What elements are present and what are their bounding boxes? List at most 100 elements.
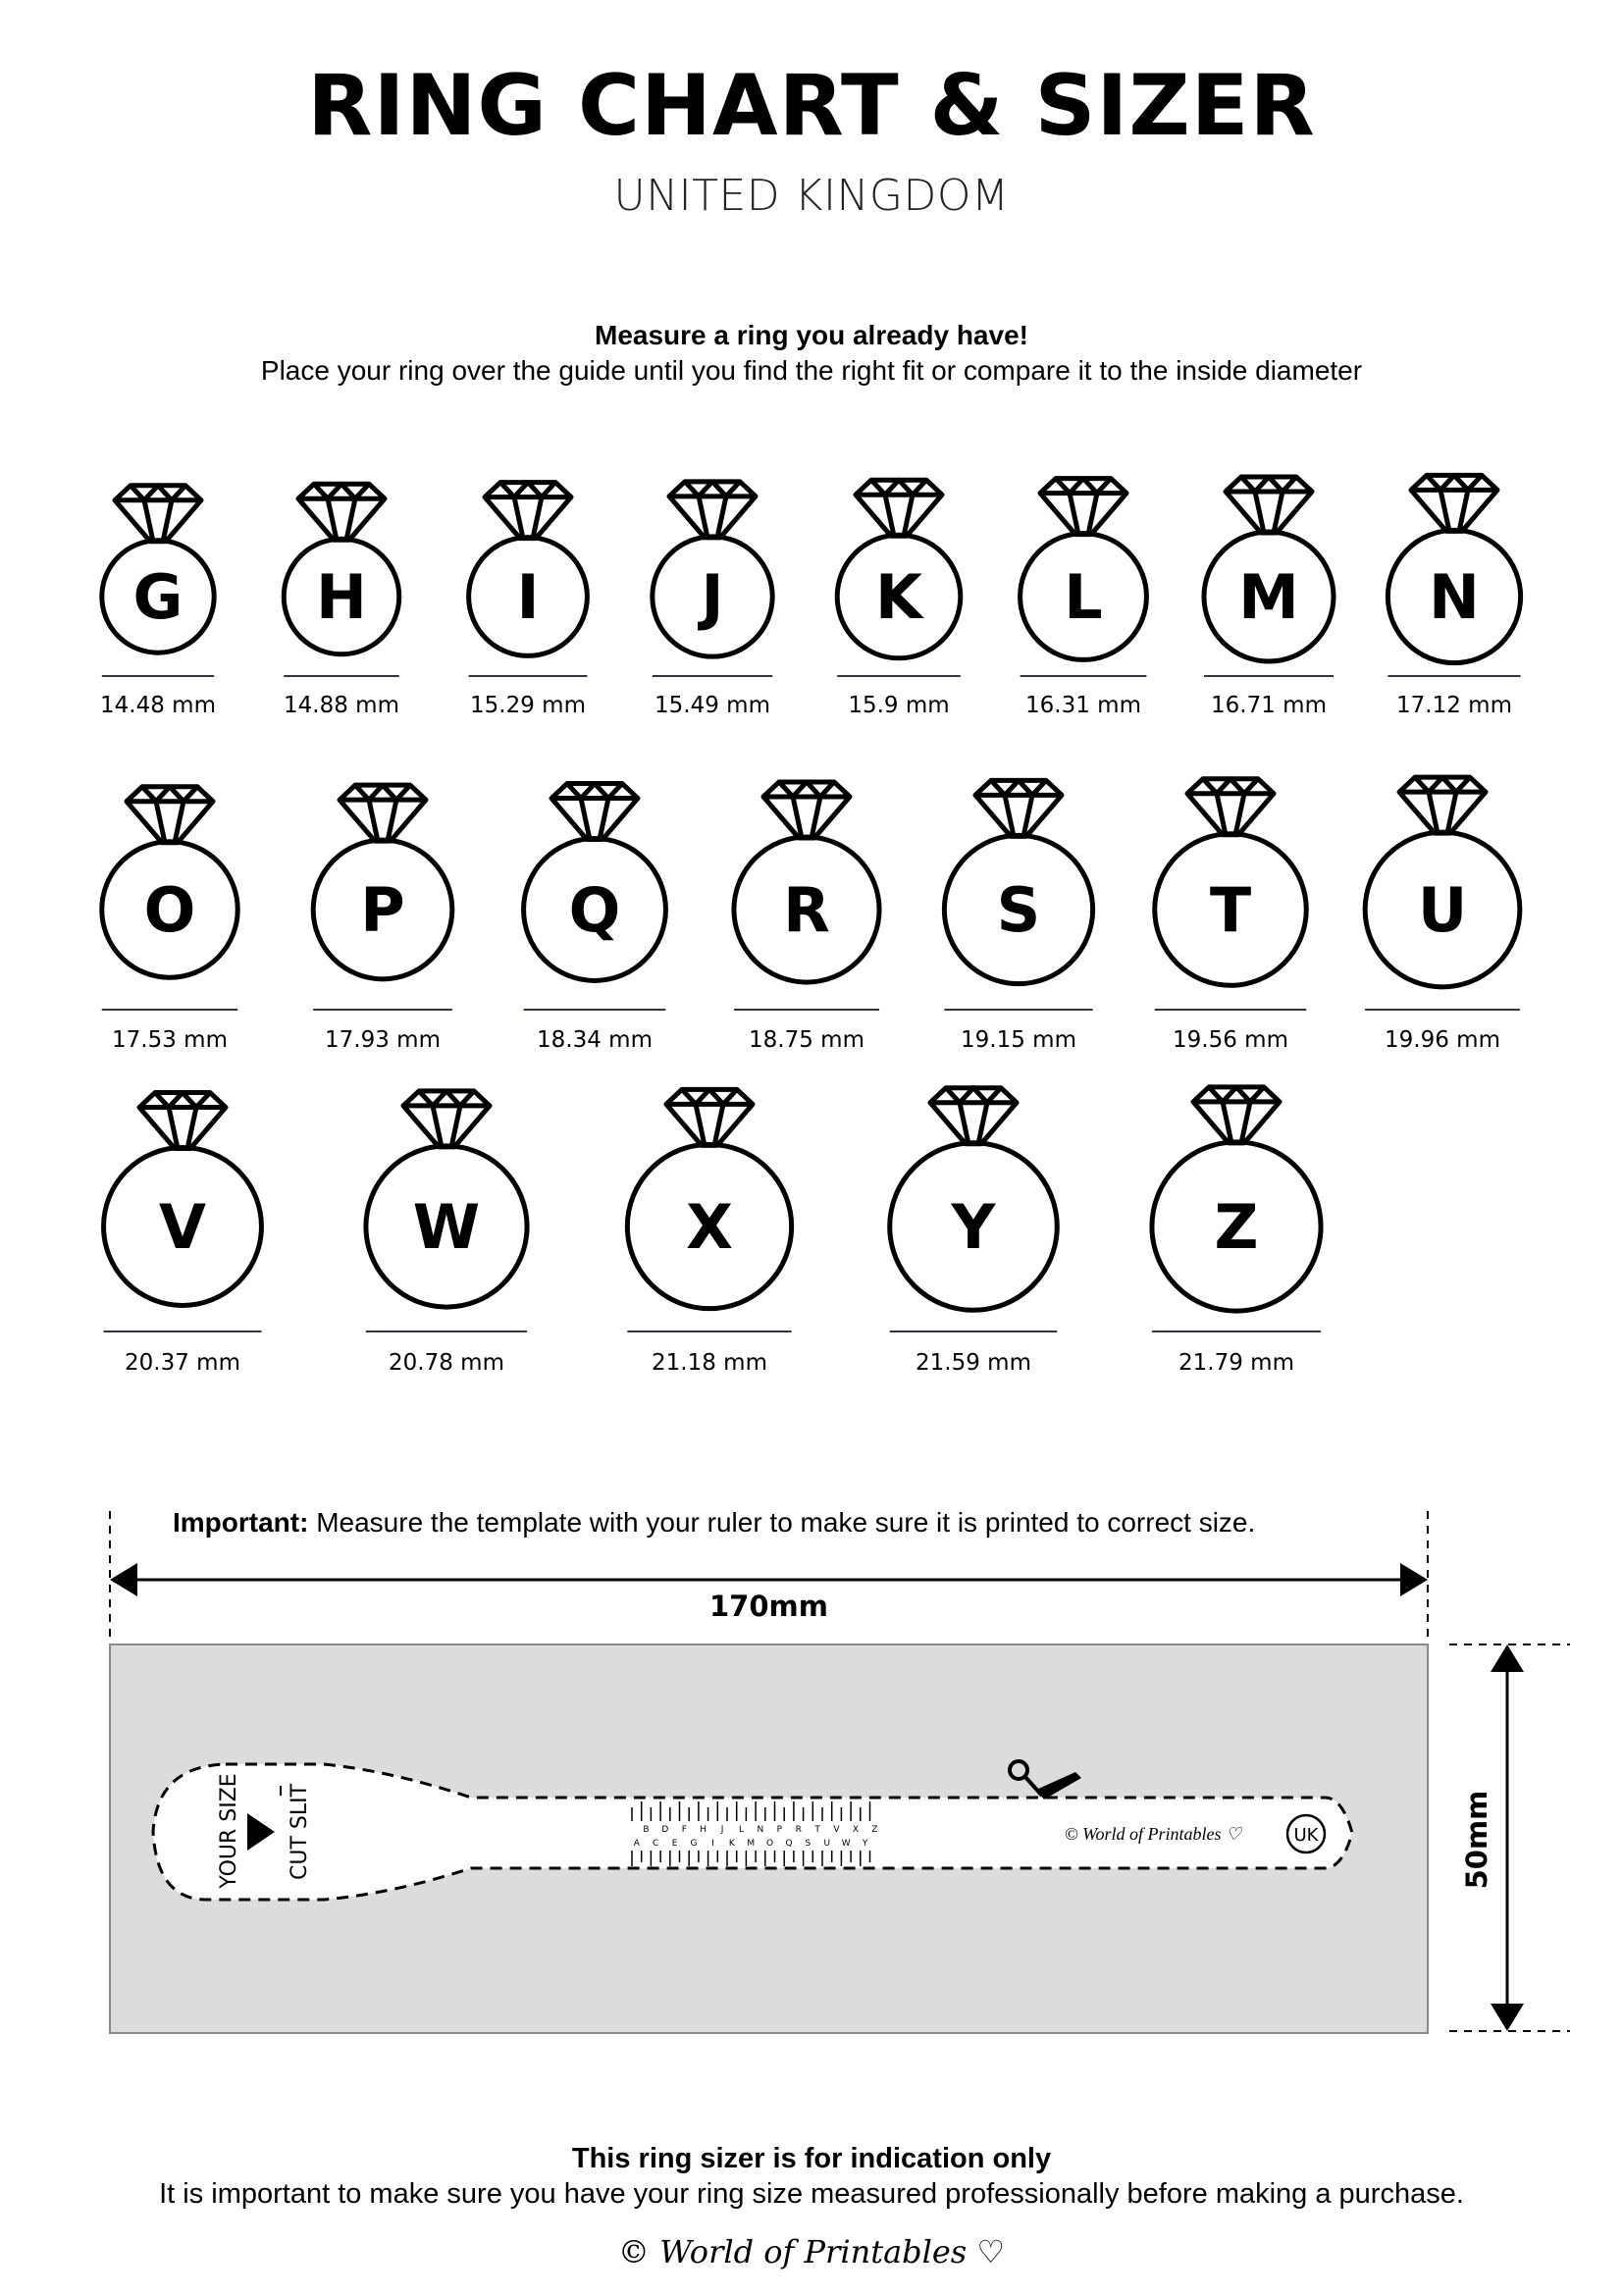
ring-item: O 17.53 mm	[99, 784, 240, 1053]
ring-circle	[624, 1141, 795, 1312]
scale-letter: Y	[862, 1839, 868, 1849]
instructions-heading: Measure a ring you already have!	[595, 320, 1028, 350]
ring-diameter-label: 15.49 mm	[654, 693, 770, 718]
ring-item: I 15.29 mm	[466, 480, 590, 718]
ring-size-letter: X	[686, 1191, 733, 1263]
ring-size-letter: Z	[1215, 1191, 1259, 1263]
arrow-left-icon	[110, 1563, 137, 1596]
ring-item: P 17.93 mm	[310, 782, 455, 1053]
ring-item: M 16.71 mm	[1201, 474, 1336, 718]
scale-letter: O	[766, 1839, 773, 1849]
diamond-icon	[482, 480, 574, 542]
pointer-triangle-icon	[247, 1813, 275, 1851]
diamond-icon	[972, 777, 1065, 839]
scale-letter: C	[653, 1839, 658, 1849]
ring-item: V 20.37 mm	[101, 1090, 264, 1376]
ring-size-letter: P	[360, 874, 404, 946]
ring-circle	[363, 1143, 530, 1310]
ring-circle	[887, 1140, 1060, 1313]
your-size-label: YOUR SIZE	[217, 1773, 241, 1889]
ring-diameter-label: 16.71 mm	[1211, 693, 1327, 718]
diamond-icon	[1184, 776, 1277, 838]
arrow-right-icon	[1400, 1563, 1428, 1596]
ring-diameter-label: 21.59 mm	[916, 1350, 1031, 1376]
scale-letter: M	[747, 1839, 755, 1849]
ring-item: N 17.12 mm	[1385, 472, 1524, 718]
scale-letter: U	[824, 1839, 831, 1849]
ring-circle	[1201, 529, 1336, 664]
ring-item: J 15.49 mm	[650, 479, 775, 718]
ring-circle	[521, 836, 668, 983]
diamond-icon	[136, 1090, 229, 1152]
scale-letter: E	[672, 1839, 678, 1849]
ring-item: G 14.48 mm	[99, 483, 217, 718]
ring-diameter-label: 20.78 mm	[389, 1350, 504, 1376]
scale-letter: K	[729, 1839, 736, 1849]
ring-item: U 19.96 mm	[1362, 774, 1523, 1053]
disclaimer-text: It is important to make sure you have yo…	[159, 2178, 1464, 2210]
ring-item: H 14.88 mm	[281, 481, 402, 718]
ring-item: T 19.56 mm	[1152, 776, 1309, 1053]
ring-diameter-label: 17.93 mm	[325, 1027, 441, 1053]
ring-circle	[1018, 531, 1149, 662]
ring-diameter-label: 21.79 mm	[1178, 1350, 1294, 1376]
scale-letter: L	[739, 1825, 744, 1835]
ring-circle	[941, 832, 1096, 987]
ring-chart: G 14.48 mm H 14.88 mm I 15.29 mm J 15.49 mm K 15.…	[99, 472, 1524, 1376]
ring-circle	[310, 837, 455, 982]
scale-letter: N	[758, 1825, 764, 1835]
ring-diameter-label: 17.53 mm	[112, 1027, 228, 1053]
scale-letter: S	[806, 1839, 812, 1849]
arrow-up-icon	[1491, 1644, 1524, 1672]
footer-logo: © World of Printables ♡	[617, 2233, 1006, 2270]
ring-circle	[99, 538, 217, 655]
ring-size-letter: H	[316, 561, 367, 633]
diamond-icon	[112, 483, 204, 545]
diamond-icon	[1223, 474, 1315, 536]
diamond-icon	[1037, 476, 1129, 538]
ring-circle	[731, 834, 882, 985]
ring-diameter-label: 21.18 mm	[652, 1350, 767, 1376]
scale-letter: G	[691, 1839, 698, 1849]
ring-circle	[466, 535, 590, 658]
ring-sizer-strip[interactable]: YOUR SIZE CUT SLIT ABCDEFGHIJKLMNOPQRSTU…	[151, 1759, 1354, 1902]
ring-circle	[1152, 831, 1309, 988]
ring-size-letter: Q	[569, 874, 621, 946]
scale-letter: V	[833, 1825, 840, 1835]
page-subtitle: UNITED KINGDOM	[613, 171, 1010, 221]
ring-size-letter: W	[413, 1191, 480, 1263]
scale-letter: B	[643, 1825, 649, 1835]
ring-size-letter: J	[697, 561, 723, 633]
arrow-down-icon	[1491, 2004, 1524, 2031]
scale-letter: T	[813, 1825, 820, 1835]
diamond-icon	[663, 1086, 756, 1148]
scale-letter: X	[853, 1825, 859, 1835]
ring-diameter-label: 15.29 mm	[470, 693, 586, 718]
ring-diameter-label: 19.56 mm	[1173, 1027, 1288, 1053]
diamond-icon	[1190, 1084, 1283, 1146]
ring-item: Q 18.34 mm	[521, 781, 668, 1053]
ring-diameter-label: 15.9 mm	[848, 693, 949, 718]
ring-diameter-label: 16.31 mm	[1025, 693, 1141, 718]
ring-diameter-label: 19.96 mm	[1385, 1027, 1500, 1053]
ring-item: L 16.31 mm	[1018, 476, 1149, 718]
diamond-icon	[549, 781, 641, 843]
scale-letter: D	[661, 1825, 668, 1835]
ring-item: Z 21.79 mm	[1149, 1084, 1324, 1376]
scissors-icon	[1008, 1759, 1081, 1800]
scale-letter: Q	[785, 1839, 792, 1849]
uk-badge: UK	[1294, 1825, 1320, 1846]
ring-circle	[99, 839, 240, 980]
scale-letter: A	[634, 1839, 641, 1849]
ring-diameter-label: 18.34 mm	[537, 1027, 653, 1053]
ring-circle	[1385, 527, 1524, 666]
ring-size-letter: K	[875, 561, 924, 633]
diamond-icon	[400, 1088, 493, 1150]
width-dimension	[109, 1511, 1429, 1641]
ring-circle	[834, 532, 964, 661]
cut-line	[151, 1762, 1354, 1902]
important-note: Important: Measure the template with you…	[173, 1507, 1255, 1539]
scale-letter: Z	[871, 1825, 877, 1835]
